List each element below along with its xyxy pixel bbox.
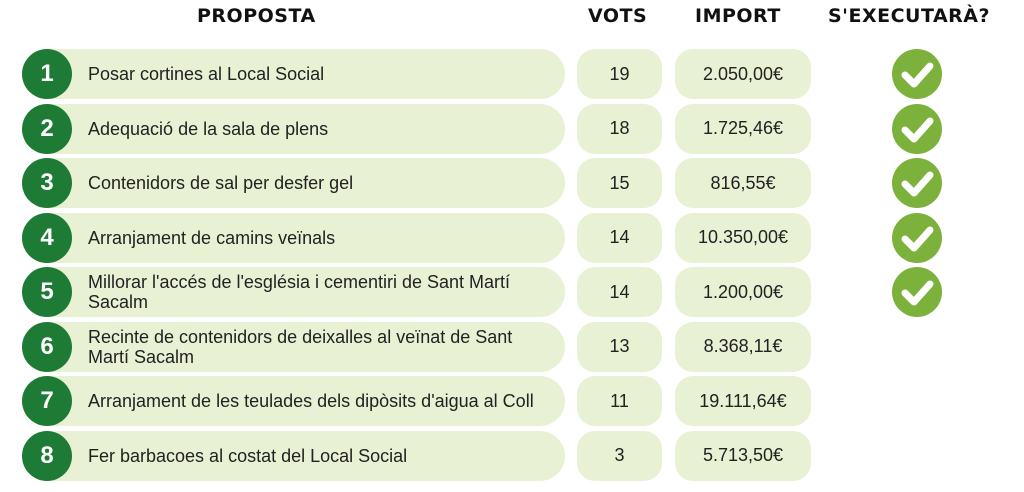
table-row: 2 Adequació de la sala de plens 18 1.725… [0, 103, 1024, 154]
check-icon [892, 49, 942, 99]
check-icon [892, 158, 942, 208]
proposal-pill [22, 267, 565, 317]
header-import: IMPORT [695, 5, 781, 27]
votes-cell: 13 [577, 321, 662, 372]
check-icon [892, 103, 942, 154]
proposal-text: Millorar l'accés de l'església i cementi… [88, 272, 511, 312]
proposal-pill [22, 376, 565, 426]
table-row: 6 Recinte de contenidors de deixalles al… [0, 321, 1024, 372]
amount-cell: 2.050,00€ [675, 49, 811, 99]
amount-cell: 1.200,00€ [675, 267, 811, 317]
proposal-text: Contenidors de sal per desfer gel [88, 173, 354, 193]
proposal-number: 6 [22, 321, 72, 372]
proposal-number: 2 [22, 103, 72, 154]
proposal-pill [22, 321, 565, 372]
votes-cell: 3 [577, 430, 662, 481]
proposal-text: Recinte de contenidors de deixalles al v… [88, 326, 513, 367]
proposal-number: 3 [22, 158, 72, 208]
votes-cell: 19 [577, 49, 662, 99]
table-row: 5 Millorar l'accés de l'església i cemen… [0, 267, 1024, 317]
proposal-pill [22, 103, 565, 154]
proposal-pill [22, 49, 565, 99]
header-vots: VOTS [588, 5, 648, 27]
proposal-text: Arranjament de camins veïnals [88, 227, 336, 248]
proposal-number: 4 [22, 212, 72, 263]
table-row: 1 Posar cortines al Local Social 19 2.05… [0, 49, 1024, 99]
proposal-text: Adequació de la sala de plens [88, 118, 329, 139]
votes-cell: 14 [577, 212, 662, 263]
table-row: 8 Fer barbacoes al costat del Local Soci… [0, 430, 1024, 481]
header-executara: S'EXECUTARÀ? [828, 5, 991, 27]
proposal-number: 7 [22, 376, 72, 426]
proposal-text: Fer barbacoes al costat del Local Social [88, 445, 408, 466]
header-proposta: PROPOSTA [197, 5, 316, 27]
proposal-number: 1 [22, 49, 72, 99]
table-row: 4 Arranjament de camins veïnals 14 10.35… [0, 212, 1024, 263]
check-icon [892, 212, 942, 263]
votes-cell: 14 [577, 267, 662, 317]
amount-cell: 19.111,64€ [675, 376, 811, 426]
amount-cell: 5.713,50€ [675, 430, 811, 481]
check-icon [892, 267, 942, 317]
proposal-pill [22, 158, 565, 208]
votes-cell: 18 [577, 103, 662, 154]
amount-cell: 816,55€ [675, 158, 811, 208]
table-row: 3 Contenidors de sal per desfer gel 15 8… [0, 158, 1024, 208]
table-row: 7 Arranjament de les teulades dels dipòs… [0, 376, 1024, 426]
amount-cell: 8.368,11€ [675, 321, 811, 372]
proposal-number: 8 [22, 430, 72, 481]
votes-cell: 11 [577, 376, 662, 426]
proposal-pill [22, 430, 565, 481]
amount-cell: 1.725,46€ [675, 103, 811, 154]
proposal-pill [22, 212, 565, 263]
votes-cell: 15 [577, 158, 662, 208]
amount-cell: 10.350,00€ [675, 212, 811, 263]
proposal-text: Posar cortines al Local Social [88, 64, 325, 84]
proposal-text: Arranjament de les teulades dels dipòsit… [88, 391, 534, 411]
proposal-number: 5 [22, 267, 72, 317]
